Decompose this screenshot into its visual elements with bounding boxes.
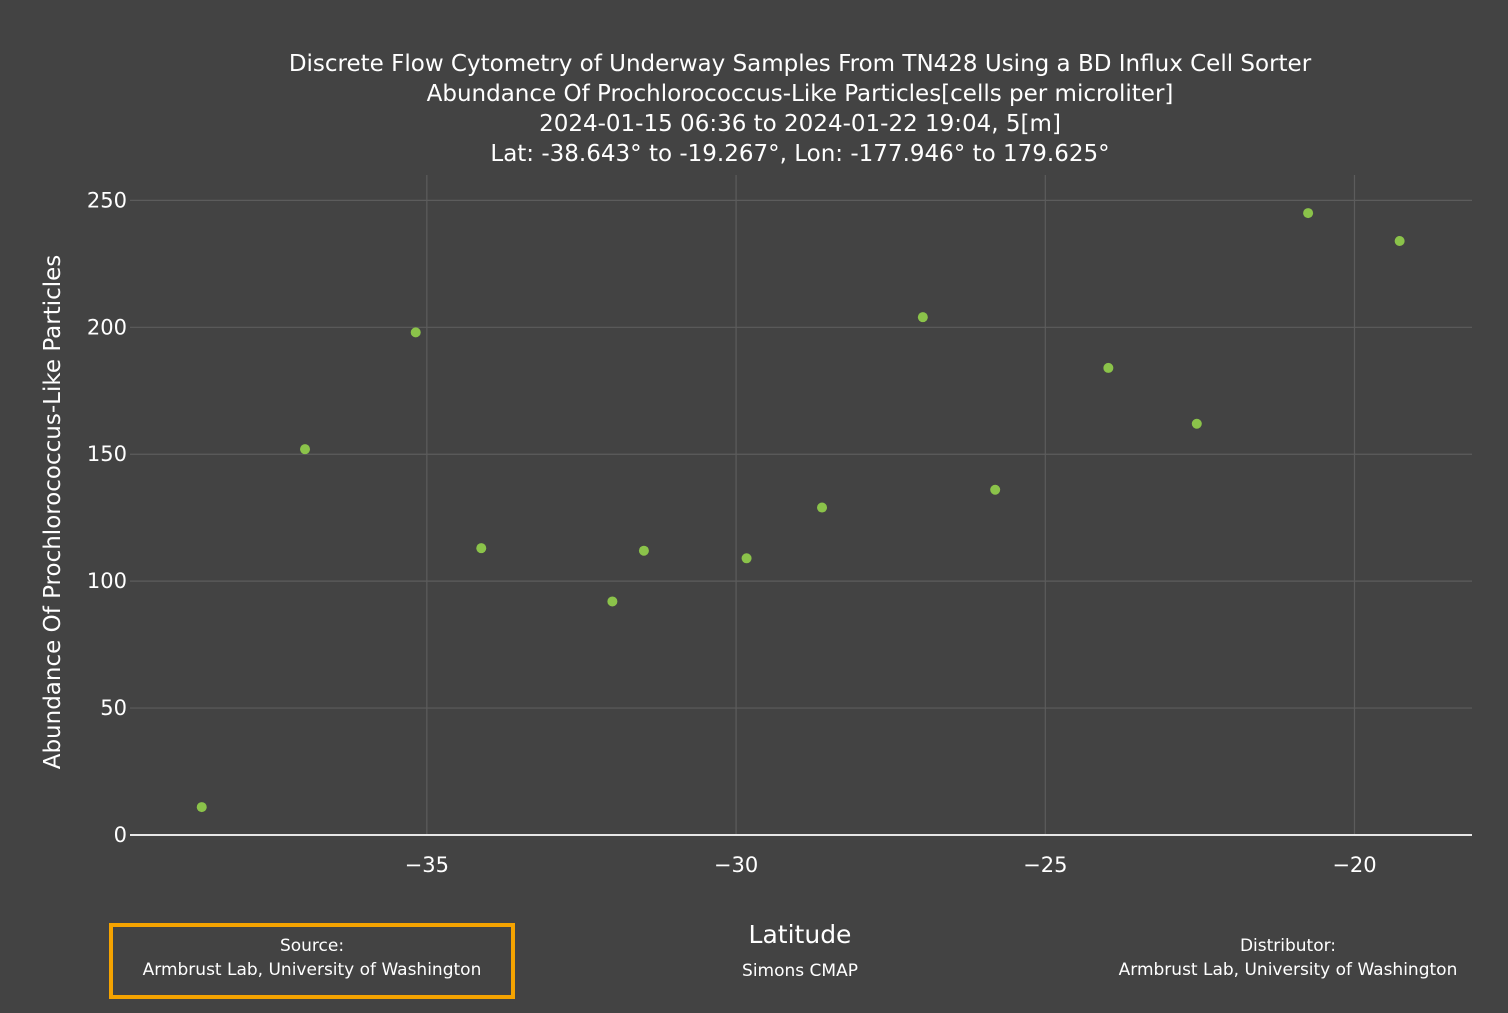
x-tick-label: −25 <box>1023 853 1067 877</box>
data-point[interactable] <box>410 327 421 338</box>
y-tick-label: 50 <box>100 696 127 720</box>
data-points <box>196 208 1405 813</box>
data-point[interactable] <box>607 596 618 607</box>
credit-text: Simons CMAP <box>742 961 858 981</box>
x-tick-label: −35 <box>405 853 449 877</box>
data-point[interactable] <box>917 312 928 323</box>
title-line-3: 2024-01-15 06:36 to 2024-01-22 19:04, 5[… <box>539 111 1061 137</box>
distributor-heading: Distributor: <box>1240 936 1336 956</box>
data-point[interactable] <box>990 484 1001 495</box>
y-tick-label: 250 <box>87 188 127 212</box>
distributor-name: Armbrust Lab, University of Washington <box>1119 960 1458 980</box>
data-point[interactable] <box>1394 236 1405 246</box>
data-point[interactable] <box>1191 418 1202 429</box>
axis-ticks: −35 −30 −25 −20 0 50 100 150 200 250 <box>87 188 1377 877</box>
data-point[interactable] <box>1303 208 1314 219</box>
data-point[interactable] <box>476 543 487 554</box>
data-point[interactable] <box>817 502 828 513</box>
y-tick-label: 100 <box>87 569 127 593</box>
title-line-2: Abundance Of Prochlorococcus-Like Partic… <box>427 81 1174 107</box>
source-highlight-box <box>109 923 515 999</box>
x-tick-label: −30 <box>714 853 758 877</box>
x-axis-label: Latitude <box>749 920 852 949</box>
source-heading: Source: <box>280 936 344 956</box>
title-line-1: Discrete Flow Cytometry of Underway Samp… <box>289 51 1312 77</box>
grid-lines <box>130 175 1472 835</box>
x-tick-label: −20 <box>1332 853 1376 877</box>
y-tick-label: 150 <box>87 442 127 466</box>
y-tick-label: 0 <box>114 823 127 847</box>
data-point[interactable] <box>196 802 207 813</box>
y-axis-label: Abundance Of Prochlorococcus-Like Partic… <box>40 255 66 770</box>
chart-title: Discrete Flow Cytometry of Underway Samp… <box>289 51 1312 167</box>
data-point[interactable] <box>741 553 752 564</box>
source-name: Armbrust Lab, University of Washington <box>143 960 482 980</box>
data-point[interactable] <box>1103 362 1114 373</box>
data-point[interactable] <box>300 444 311 455</box>
y-tick-label: 200 <box>87 315 127 339</box>
title-line-4: Lat: -38.643° to -19.267°, Lon: -177.946… <box>490 141 1109 167</box>
data-point[interactable] <box>638 545 649 556</box>
